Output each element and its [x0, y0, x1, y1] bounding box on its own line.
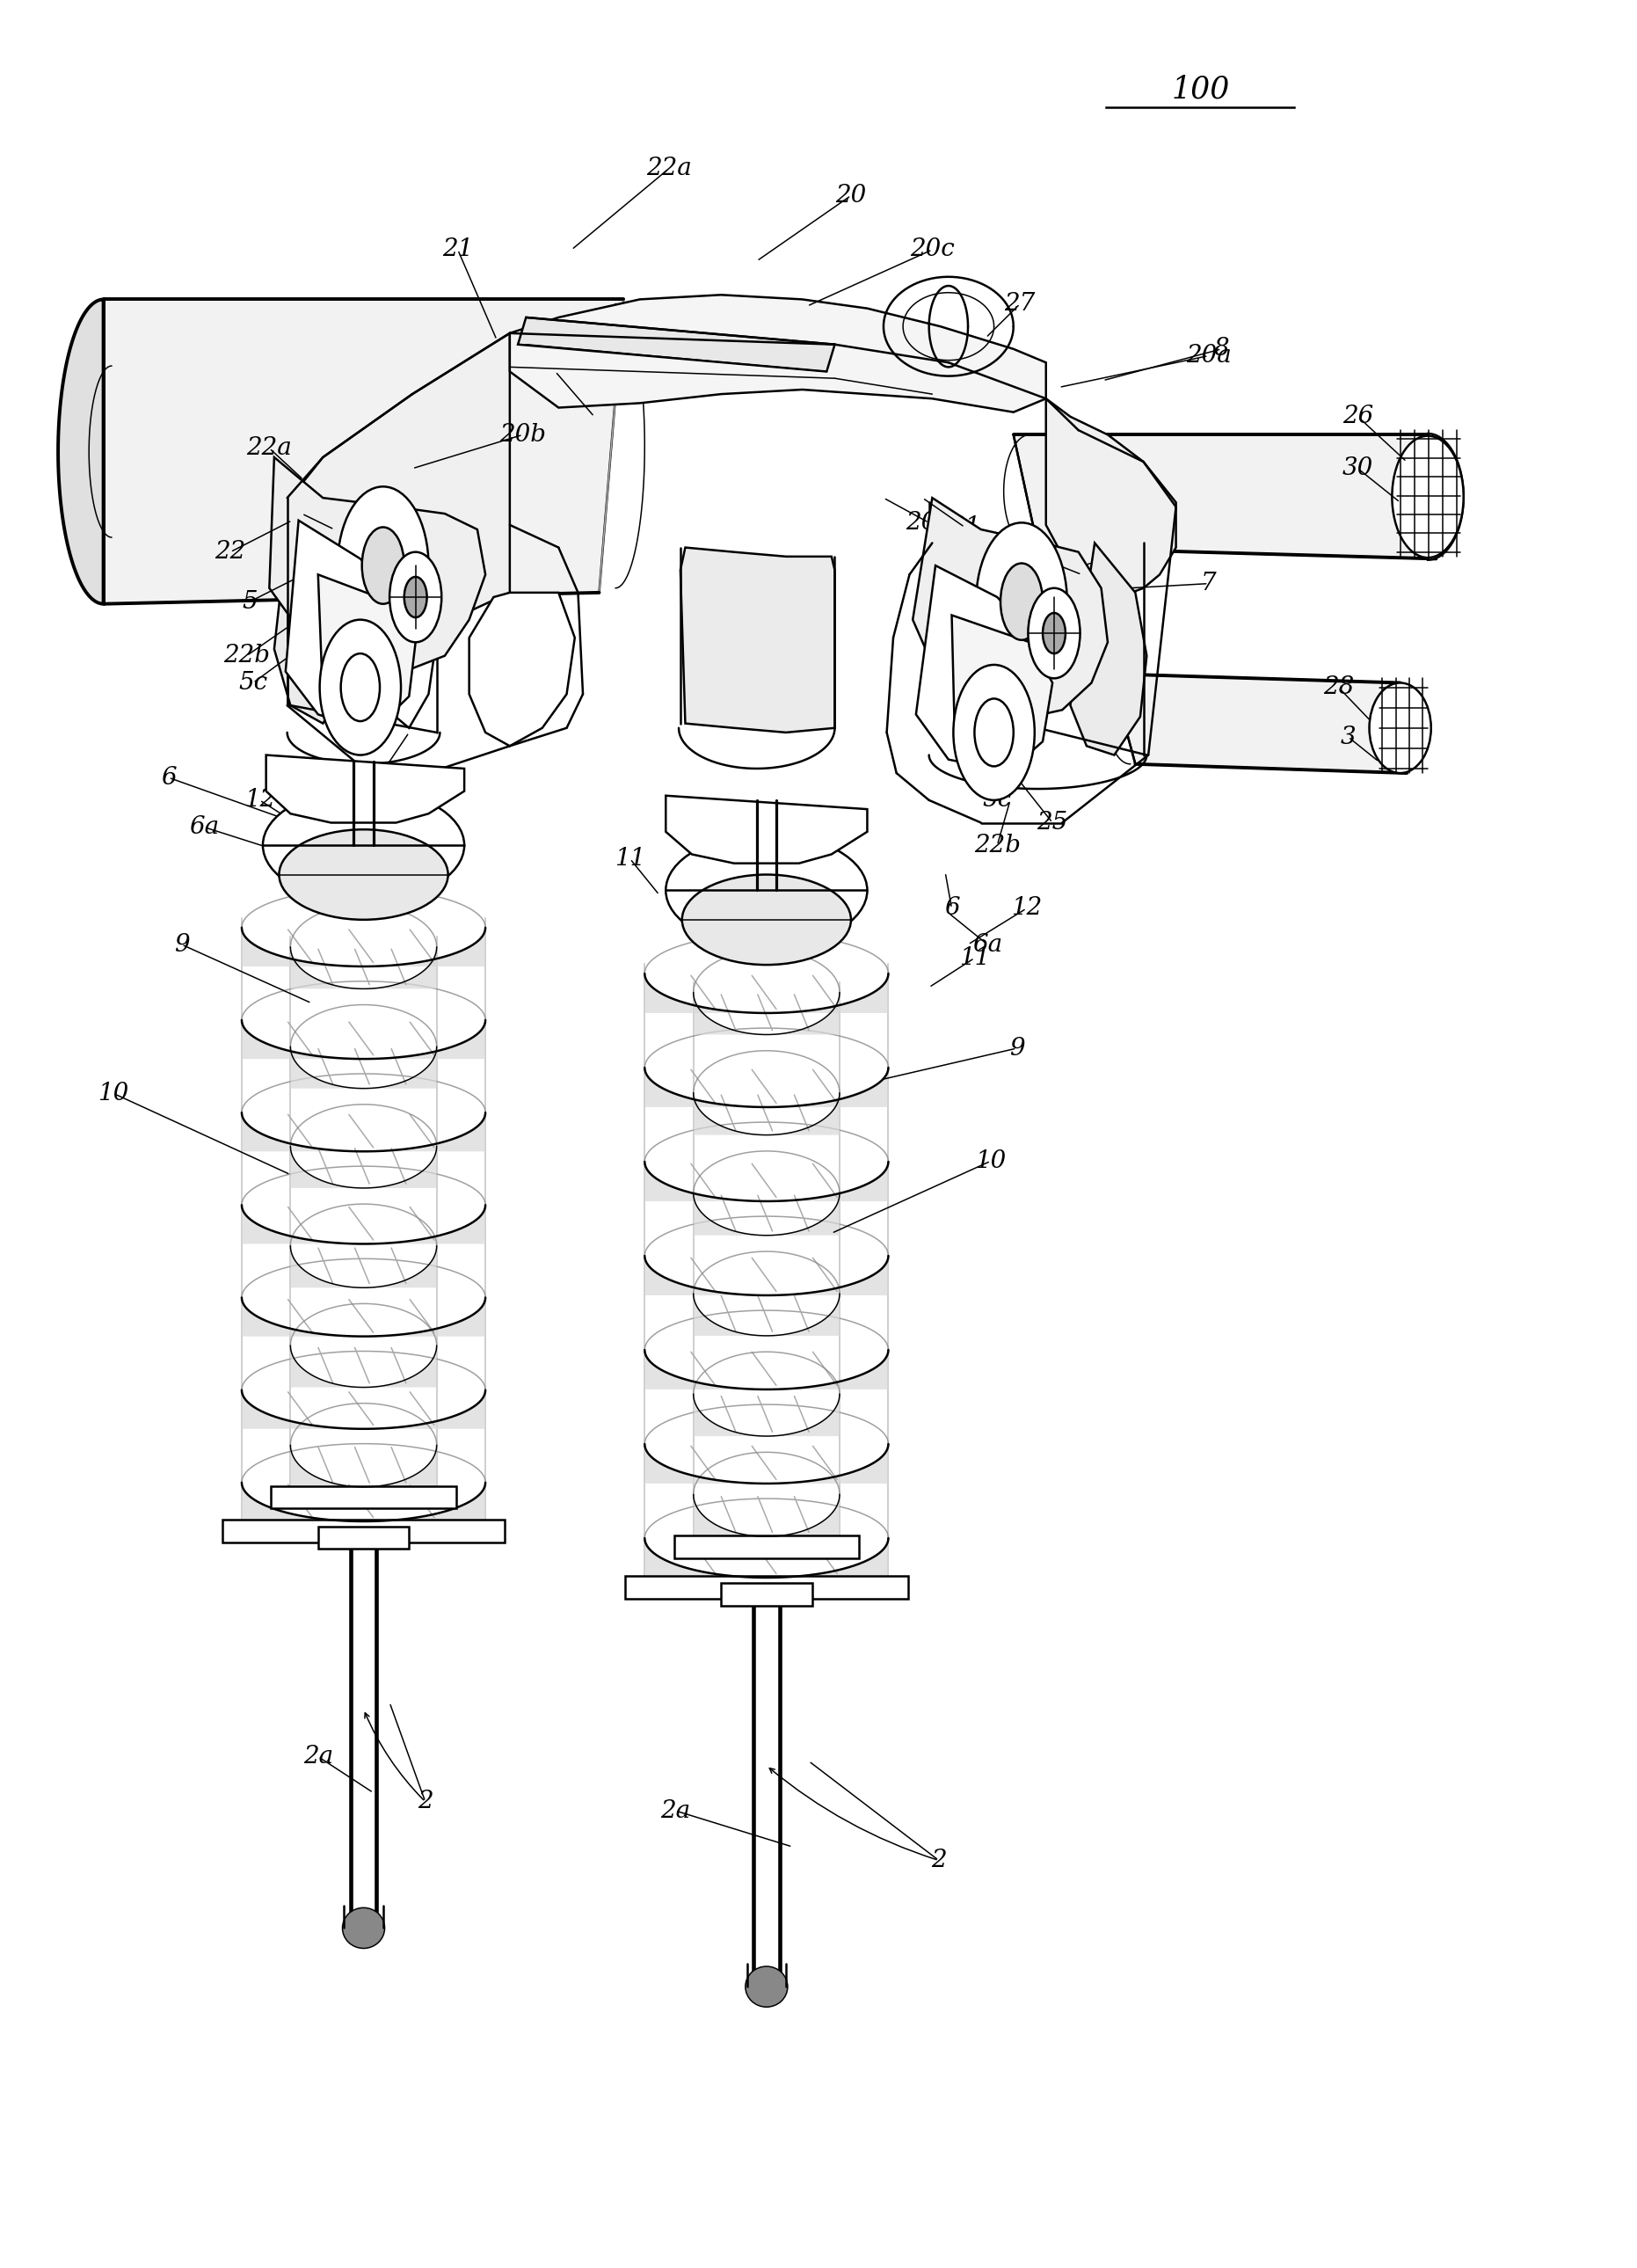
Ellipse shape [337, 488, 429, 644]
Text: 24: 24 [1049, 562, 1080, 587]
Text: 22a: 22a [247, 435, 291, 460]
Text: 10: 10 [98, 1082, 129, 1105]
Polygon shape [273, 503, 350, 723]
Text: 5: 5 [242, 590, 257, 615]
Text: 50: 50 [1066, 562, 1097, 587]
Polygon shape [470, 592, 575, 746]
Polygon shape [509, 295, 1046, 413]
Polygon shape [57, 299, 103, 603]
Text: 20c: 20c [910, 238, 954, 261]
Text: 50: 50 [540, 361, 571, 383]
Text: 12: 12 [244, 789, 275, 812]
Text: 20b: 20b [499, 422, 547, 447]
Text: 22: 22 [214, 540, 246, 565]
Text: 5: 5 [982, 753, 999, 776]
Text: 7: 7 [1200, 572, 1216, 596]
Text: 6a: 6a [972, 932, 1002, 957]
Polygon shape [103, 299, 624, 603]
Text: 21: 21 [949, 515, 981, 540]
Text: 26: 26 [1342, 404, 1373, 429]
Polygon shape [272, 1486, 457, 1508]
Polygon shape [931, 524, 989, 728]
Text: 25: 25 [349, 789, 380, 812]
Polygon shape [625, 1576, 909, 1599]
Ellipse shape [1028, 587, 1080, 678]
Text: 9: 9 [1008, 1036, 1025, 1059]
Text: 22b: 22b [974, 832, 1020, 857]
Text: 6: 6 [945, 896, 959, 921]
Text: 100: 100 [1170, 75, 1229, 104]
Text: 20a: 20a [1185, 345, 1231, 367]
Polygon shape [372, 524, 437, 728]
Ellipse shape [264, 789, 465, 903]
Ellipse shape [1043, 612, 1066, 653]
Text: 20b: 20b [905, 510, 953, 535]
Text: 2a: 2a [660, 1799, 691, 1823]
Polygon shape [270, 458, 486, 671]
Polygon shape [1046, 399, 1175, 596]
Polygon shape [318, 1526, 409, 1549]
Text: 25: 25 [1036, 812, 1067, 835]
Ellipse shape [745, 1966, 787, 2007]
Ellipse shape [974, 699, 1013, 767]
Text: 20: 20 [835, 184, 866, 206]
Ellipse shape [1000, 562, 1043, 640]
Ellipse shape [319, 619, 401, 755]
Ellipse shape [976, 522, 1067, 680]
Polygon shape [318, 574, 416, 728]
Polygon shape [285, 519, 396, 728]
Ellipse shape [1369, 683, 1431, 773]
Text: 10: 10 [976, 1150, 1007, 1173]
Text: 6: 6 [160, 767, 177, 789]
Polygon shape [674, 1535, 859, 1558]
Ellipse shape [342, 1907, 385, 1948]
Polygon shape [913, 499, 1108, 719]
Polygon shape [720, 1583, 812, 1606]
Ellipse shape [278, 830, 449, 921]
Text: 22b: 22b [223, 644, 270, 667]
Polygon shape [223, 1520, 504, 1542]
Polygon shape [1112, 674, 1406, 773]
Ellipse shape [404, 576, 427, 617]
Ellipse shape [683, 875, 851, 964]
Text: 9: 9 [174, 932, 190, 957]
Text: 6a: 6a [190, 814, 219, 839]
Text: 22a: 22a [647, 156, 692, 181]
Text: 2: 2 [931, 1848, 946, 1873]
Text: 27: 27 [1005, 293, 1036, 315]
Polygon shape [1071, 542, 1146, 755]
Ellipse shape [1391, 435, 1463, 558]
Text: 8: 8 [1213, 338, 1229, 361]
Ellipse shape [390, 551, 442, 642]
Polygon shape [1427, 433, 1463, 560]
Text: 28: 28 [1323, 676, 1354, 699]
Text: 2: 2 [417, 1789, 434, 1814]
Polygon shape [1013, 435, 1436, 558]
Ellipse shape [340, 653, 380, 721]
Text: 5c: 5c [982, 789, 1012, 812]
Text: 12: 12 [1012, 896, 1043, 921]
Polygon shape [951, 615, 1053, 773]
Polygon shape [681, 547, 835, 733]
Text: 2a: 2a [303, 1744, 332, 1769]
Text: 11: 11 [959, 946, 990, 971]
Text: 30: 30 [1342, 456, 1373, 481]
Text: 11: 11 [614, 846, 645, 871]
Polygon shape [290, 333, 509, 649]
Text: 21: 21 [442, 238, 473, 261]
Text: 3: 3 [1341, 726, 1355, 748]
Polygon shape [917, 565, 1036, 769]
Ellipse shape [362, 526, 404, 603]
Polygon shape [666, 796, 868, 864]
Polygon shape [267, 755, 465, 823]
Ellipse shape [953, 665, 1035, 801]
Polygon shape [517, 318, 835, 372]
Ellipse shape [666, 835, 868, 946]
Text: 24: 24 [286, 501, 318, 526]
Text: 5c: 5c [239, 671, 267, 694]
